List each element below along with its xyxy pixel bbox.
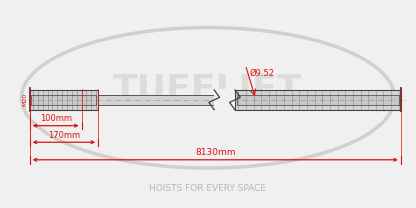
Text: HOISTS FOR EVERY SPACE: HOISTS FOR EVERY SPACE	[149, 184, 267, 193]
Text: 100mm: 100mm	[40, 114, 72, 123]
Text: M20: M20	[22, 93, 27, 106]
Text: TUFFLIFT: TUFFLIFT	[113, 73, 303, 106]
Bar	[98, 95, 214, 105]
Bar	[237, 95, 399, 105]
Text: Ø9.52: Ø9.52	[250, 69, 275, 78]
Bar	[235, 90, 401, 110]
Text: 170mm: 170mm	[48, 131, 80, 140]
Bar	[31, 95, 97, 105]
Bar	[30, 90, 98, 110]
Text: 8130mm: 8130mm	[195, 148, 235, 157]
